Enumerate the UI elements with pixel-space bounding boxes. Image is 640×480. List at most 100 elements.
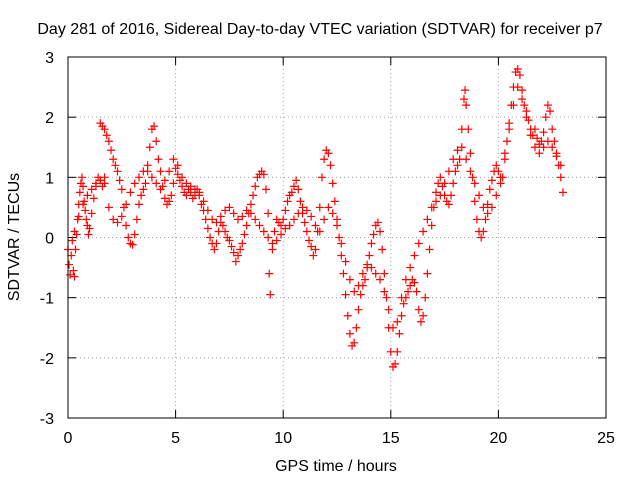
data-point [436,173,445,182]
data-point [447,191,456,200]
data-point [68,236,77,245]
data-point [412,287,421,296]
data-point [79,200,88,209]
data-point [100,125,109,134]
data-point [541,113,550,122]
data-point [431,197,440,206]
data-point [459,95,468,104]
data-point [328,179,337,188]
data-point [470,179,479,188]
data-point [461,86,470,95]
data-point [270,227,279,236]
data-point [218,221,227,230]
data-point [436,191,445,200]
data-point [67,251,76,260]
data-point [264,233,273,242]
data-point [91,179,100,188]
data-point [350,338,359,347]
data-point [315,227,324,236]
data-point [393,347,402,356]
data-point [302,206,311,215]
data-point [249,191,258,200]
data-point [309,251,318,260]
data-point [425,245,434,254]
data-point [152,137,161,146]
data-point [152,179,161,188]
data-point [77,173,86,182]
data-point [169,179,178,188]
data-point [505,125,514,134]
data-point [492,161,501,170]
data-point [65,260,74,269]
data-point [221,206,230,215]
data-point [453,161,462,170]
data-point [341,257,350,266]
data-point [238,212,247,221]
data-point [388,323,397,332]
data-point [311,221,320,230]
data-point [518,86,527,95]
data-point [462,101,471,110]
data-point [111,161,120,170]
data-point [354,305,363,314]
data-point [283,197,292,206]
data-point [128,240,137,249]
data-point [337,251,346,260]
data-point [324,203,333,212]
data-point [117,185,126,194]
x-tick-label: 10 [274,430,292,447]
data-point [277,221,286,230]
data-point [535,149,544,158]
data-point [485,185,494,194]
data-point [107,146,116,155]
data-point [156,167,165,176]
data-point [139,167,148,176]
data-point [393,317,402,326]
data-point [240,230,249,239]
data-point [287,188,296,197]
data-point [371,269,380,278]
data-point [330,197,339,206]
data-point [376,227,385,236]
data-point [246,209,255,218]
data-point [533,134,542,143]
data-point [104,137,113,146]
data-point [421,293,430,302]
y-tick-label: 3 [45,50,54,67]
tick-labels: 0 5 10 15 20 25 -3 -2 -1 0 1 2 3 [40,50,615,447]
data-point [265,269,274,278]
data-point [477,233,486,242]
data-point [272,236,281,245]
x-axis-label: GPS time / hours [275,458,397,475]
data-point [300,218,309,227]
data-point [82,215,91,224]
data-point [556,173,565,182]
data-point [315,203,324,212]
data-point [66,270,75,279]
data-point [139,185,148,194]
data-point [365,251,374,260]
data-point [487,176,496,185]
data-point [444,200,453,209]
data-point [259,227,268,236]
data-point [345,329,354,338]
data-point [173,161,182,170]
data-point [487,203,496,212]
data-point [462,155,471,164]
data-point [154,155,163,164]
data-point [356,290,365,299]
x-tick-label: 0 [64,430,73,447]
data-point [89,194,98,203]
data-point [513,65,522,74]
data-point [165,197,174,206]
data-point [289,182,298,191]
data-point [449,155,458,164]
data-point [548,143,557,152]
data-point [472,215,481,224]
data-point [526,131,535,140]
data-point [339,269,348,278]
data-point [483,200,492,209]
y-tick-label: 1 [45,170,54,187]
data-point [145,143,154,152]
